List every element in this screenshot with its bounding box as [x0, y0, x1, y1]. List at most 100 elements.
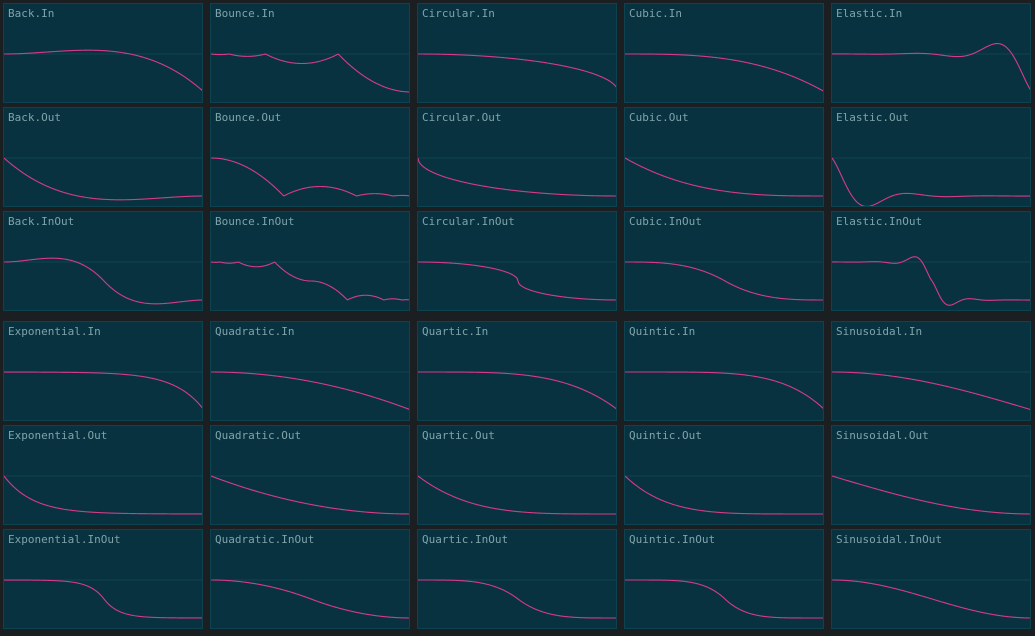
panel-label: Quartic.InOut	[422, 533, 509, 546]
plot-quadratic-in	[211, 371, 409, 410]
panel-quintic-out: Quintic.Out	[624, 425, 824, 525]
plot-quartic-out	[418, 475, 616, 515]
panel-quadratic-inout: Quadratic.InOut	[210, 529, 410, 629]
curve-exponential-out	[4, 475, 202, 515]
curve-cubic-out	[625, 157, 823, 197]
panel-label: Quadratic.InOut	[215, 533, 315, 546]
panel-sinusoidal-in: Sinusoidal.In	[831, 321, 1031, 421]
panel-circular-in: Circular.In	[417, 3, 617, 103]
plot-elastic-out	[832, 157, 1030, 206]
panel-elastic-inout: Elastic.InOut	[831, 211, 1031, 311]
curve-bounce-in	[211, 53, 409, 93]
plot-back-inout	[4, 257, 202, 305]
panel-elastic-in: Elastic.In	[831, 3, 1031, 103]
curve-elastic-out	[832, 157, 1030, 206]
curve-sinusoidal-out	[832, 475, 1030, 515]
panel-label: Elastic.In	[836, 7, 903, 20]
plot-cubic-inout	[625, 261, 823, 301]
curve-back-inout	[4, 257, 202, 305]
plot-quintic-inout	[625, 579, 823, 619]
panel-label: Quartic.In	[422, 325, 489, 338]
panel-bounce-inout: Bounce.InOut	[210, 211, 410, 311]
panel-label: Elastic.Out	[836, 111, 909, 124]
plot-back-in	[4, 49, 202, 91]
panel-label: Quintic.InOut	[629, 533, 716, 546]
curve-quintic-inout	[625, 579, 823, 619]
curve-exponential-inout	[4, 579, 202, 619]
plot-bounce-in	[211, 53, 409, 93]
panel-circular-inout: Circular.InOut	[417, 211, 617, 311]
panel-bounce-out: Bounce.Out	[210, 107, 410, 207]
curve-quadratic-out	[211, 475, 409, 515]
curve-exponential-in	[4, 371, 202, 409]
panel-label: Circular.InOut	[422, 215, 515, 228]
plot-exponential-out	[4, 475, 202, 515]
panel-quartic-out: Quartic.Out	[417, 425, 617, 525]
panel-label: Quadratic.In	[215, 325, 295, 338]
plot-quadratic-out	[211, 475, 409, 515]
plot-bounce-inout	[211, 261, 409, 301]
plot-sinusoidal-in	[832, 371, 1030, 410]
panel-back-inout: Back.InOut	[3, 211, 203, 311]
plot-circular-inout	[418, 261, 616, 301]
curve-quintic-in	[625, 371, 823, 409]
panel-bounce-in: Bounce.In	[210, 3, 410, 103]
curve-sinusoidal-inout	[832, 579, 1030, 619]
curve-quartic-in	[418, 371, 616, 410]
panel-label: Quintic.Out	[629, 429, 702, 442]
panel-circular-out: Circular.Out	[417, 107, 617, 207]
curve-quartic-inout	[418, 579, 616, 619]
panel-label: Exponential.Out	[8, 429, 108, 442]
curve-cubic-inout	[625, 261, 823, 301]
panel-label: Circular.Out	[422, 111, 502, 124]
plot-quadratic-inout	[211, 579, 409, 619]
curve-circular-in	[418, 53, 616, 88]
curve-elastic-inout	[832, 256, 1030, 306]
panel-label: Exponential.In	[8, 325, 101, 338]
panel-elastic-out: Elastic.Out	[831, 107, 1031, 207]
curve-back-in	[4, 49, 202, 91]
plot-quartic-in	[418, 371, 616, 410]
curve-quadratic-in	[211, 371, 409, 410]
plot-exponential-in	[4, 371, 202, 409]
curve-bounce-out	[211, 157, 409, 197]
panel-label: Sinusoidal.InOut	[836, 533, 942, 546]
panel-label: Cubic.InOut	[629, 215, 702, 228]
curve-bounce-inout	[211, 261, 409, 301]
panel-label: Back.InOut	[8, 215, 75, 228]
panel-exponential-out: Exponential.Out	[3, 425, 203, 525]
plot-elastic-inout	[832, 256, 1030, 306]
curve-quintic-out	[625, 475, 823, 515]
plot-exponential-inout	[4, 579, 202, 619]
panel-cubic-in: Cubic.In	[624, 3, 824, 103]
panel-exponential-in: Exponential.In	[3, 321, 203, 421]
panel-label: Back.Out	[8, 111, 61, 124]
panel-label: Quadratic.Out	[215, 429, 302, 442]
panel-label: Bounce.In	[215, 7, 275, 20]
panel-sinusoidal-out: Sinusoidal.Out	[831, 425, 1031, 525]
panel-label: Circular.In	[422, 7, 495, 20]
panel-label: Exponential.InOut	[8, 533, 121, 546]
panel-label: Sinusoidal.In	[836, 325, 923, 338]
plot-cubic-out	[625, 157, 823, 197]
panel-label: Elastic.InOut	[836, 215, 923, 228]
panel-cubic-out: Cubic.Out	[624, 107, 824, 207]
plot-quintic-in	[625, 371, 823, 409]
curve-circular-inout	[418, 261, 616, 301]
curve-circular-out	[418, 157, 616, 197]
panel-sinusoidal-inout: Sinusoidal.InOut	[831, 529, 1031, 629]
plot-circular-out	[418, 157, 616, 197]
panel-quartic-in: Quartic.In	[417, 321, 617, 421]
panel-label: Quintic.In	[629, 325, 696, 338]
panel-label: Bounce.Out	[215, 111, 282, 124]
panel-label: Quartic.Out	[422, 429, 495, 442]
plot-quintic-out	[625, 475, 823, 515]
curve-quartic-out	[418, 475, 616, 515]
panel-label: Cubic.In	[629, 7, 682, 20]
curve-back-out	[4, 157, 202, 201]
panel-exponential-inout: Exponential.InOut	[3, 529, 203, 629]
panel-quintic-in: Quintic.In	[624, 321, 824, 421]
plot-elastic-in	[832, 43, 1030, 91]
plot-circular-in	[418, 53, 616, 88]
curve-quadratic-inout	[211, 579, 409, 619]
